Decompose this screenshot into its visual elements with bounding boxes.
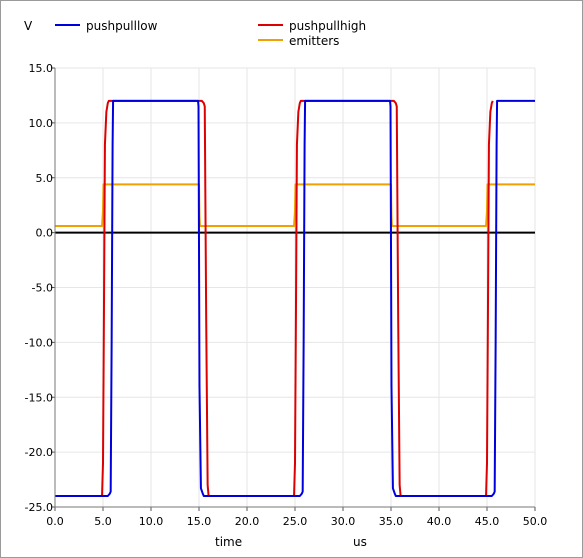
x-axis-label: time: [215, 535, 242, 549]
x-axis-unit: us: [353, 535, 367, 549]
y-tick-label: 15.0: [29, 62, 54, 75]
x-tick-label: 40.0: [427, 515, 452, 528]
series-line-pushpullhigh: [55, 99, 494, 498]
y-tick-label: -5.0: [32, 282, 53, 295]
x-tick-label: 50.0: [523, 515, 548, 528]
y-tick-label: 0.0: [36, 227, 54, 240]
y-axis-label: V: [24, 19, 33, 33]
legend: pushpulllow pushpullhigh emitters: [55, 19, 366, 48]
x-tick-label: 0.0: [46, 515, 64, 528]
x-tick-label: 5.0: [94, 515, 112, 528]
legend-label-pushpulllow: pushpulllow: [86, 19, 158, 33]
legend-label-pushpullhigh: pushpullhigh: [289, 19, 366, 33]
y-tick-label: -10.0: [25, 336, 53, 349]
legend-item-pushpullhigh: pushpullhigh: [258, 19, 366, 33]
x-tick-label: 20.0: [235, 515, 260, 528]
x-tick-label: 35.0: [379, 515, 404, 528]
y-tick-label: -25.0: [25, 501, 53, 514]
series-line-pushpulllow: [55, 99, 535, 498]
legend-item-pushpulllow: pushpulllow: [55, 19, 158, 33]
y-tick-label: 10.0: [29, 117, 54, 130]
series-line-emitters: [55, 183, 535, 228]
x-tick-label: 10.0: [139, 515, 164, 528]
y-tick-label: 5.0: [36, 172, 54, 185]
legend-label-emitters: emitters: [289, 34, 339, 48]
x-tick-label: 45.0: [475, 515, 500, 528]
y-tick-label: -15.0: [25, 391, 53, 404]
legend-item-emitters: emitters: [258, 34, 339, 48]
tick-labels: 0.0 5.0 10.0 15.0 20.0 25.0 30.0 35.0 40.0 45.0 50…: [25, 62, 548, 528]
x-tick-label: 30.0: [331, 515, 356, 528]
axes: [51, 67, 536, 511]
y-tick-label: -20.0: [25, 446, 53, 459]
series-lines: [55, 99, 535, 498]
x-tick-label: 15.0: [187, 515, 212, 528]
x-tick-label: 25.0: [283, 515, 308, 528]
